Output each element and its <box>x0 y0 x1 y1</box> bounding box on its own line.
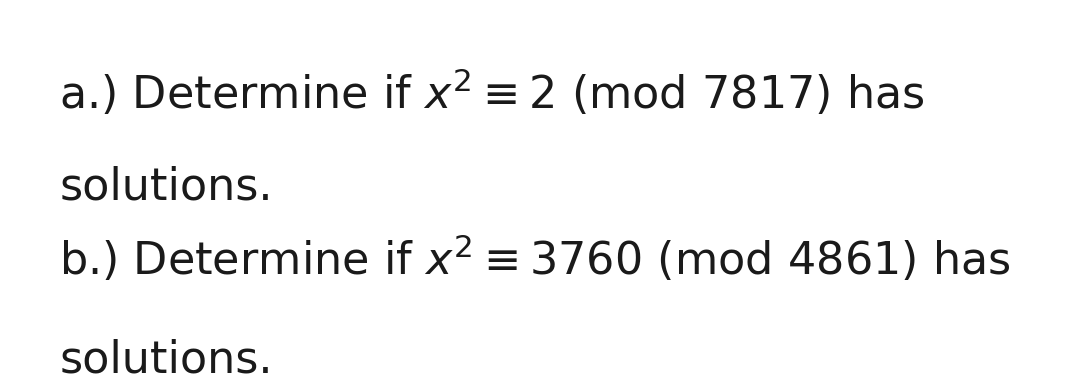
Text: solutions.: solutions. <box>59 338 273 376</box>
Text: solutions.: solutions. <box>59 165 273 208</box>
Text: a.) Determine if $x^2 \equiv 2\ (\mathrm{mod}\ 7817)$ has: a.) Determine if $x^2 \equiv 2\ (\mathrm… <box>59 68 925 118</box>
Text: b.) Determine if $x^2 \equiv 3760\ (\mathrm{mod}\ 4861)$ has: b.) Determine if $x^2 \equiv 3760\ (\mat… <box>59 233 1011 284</box>
